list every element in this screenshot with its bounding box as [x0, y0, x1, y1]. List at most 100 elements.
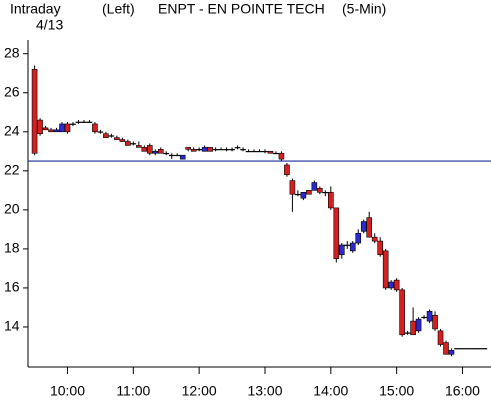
candle-body [81, 121, 87, 123]
candle-body [349, 242, 356, 252]
candle-body [201, 147, 208, 152]
candle-body [207, 147, 213, 152]
x-tick-label: 16:00 [445, 383, 480, 399]
candle-body [114, 137, 120, 140]
candle-body [179, 154, 186, 160]
candle-body [92, 123, 98, 133]
candle-body [70, 123, 76, 125]
y-tick-label: 26 [4, 83, 20, 99]
candle-body [355, 232, 362, 244]
candle-body [75, 121, 82, 123]
y-tick-label: 16 [4, 279, 20, 295]
candle-body [295, 193, 301, 196]
candle-body [470, 348, 477, 350]
candle-body [284, 164, 290, 176]
candle-body [371, 236, 378, 242]
candle-body [437, 330, 444, 345]
candle-body [262, 151, 268, 153]
candle-body [223, 149, 230, 151]
candle-body [97, 131, 104, 133]
candle-body [37, 119, 43, 135]
candle-body [432, 314, 438, 330]
candle-body [333, 207, 340, 259]
candle-body [212, 149, 219, 151]
candle-body [163, 152, 170, 155]
candle-body [125, 141, 131, 146]
candle-body [174, 154, 181, 157]
candle-body [377, 240, 383, 256]
candle-body [481, 348, 488, 350]
candle-body [448, 350, 455, 355]
candle-body [86, 121, 93, 123]
candle-body [42, 127, 49, 131]
candle-body [168, 154, 175, 157]
candle-body [108, 135, 115, 137]
candle-body [322, 191, 329, 194]
candle-body [273, 152, 279, 155]
candle-body [130, 143, 137, 145]
candle-body [141, 147, 148, 152]
chart-date: 4/13 [36, 17, 63, 33]
candle-body [152, 151, 159, 154]
candle-body [256, 151, 263, 153]
candle-body [328, 191, 334, 209]
candle-body [443, 342, 449, 355]
y-tick-label: 20 [4, 201, 20, 217]
chart-interval: (5-Min) [342, 1, 386, 17]
candle-body [317, 188, 323, 193]
candle-body [426, 311, 433, 322]
candle-body [300, 191, 307, 199]
candle-body [229, 149, 235, 151]
candle-body [410, 320, 416, 336]
candle-body [421, 316, 427, 319]
candle-body [48, 129, 54, 133]
candle-body [344, 244, 351, 246]
candle-body [476, 348, 482, 350]
candle-body [251, 151, 257, 153]
candle-body [306, 190, 312, 195]
candle-body [311, 182, 318, 191]
candle-body [459, 348, 466, 350]
candle-body [185, 147, 191, 150]
candle-body [338, 244, 345, 256]
y-tick-label: 28 [4, 44, 20, 60]
x-tick-label: 13:00 [247, 383, 282, 399]
candle-body [136, 145, 142, 148]
candle-body [53, 129, 60, 133]
candle-body [382, 250, 389, 289]
candle-body [245, 151, 252, 153]
x-tick-label: 10:00 [50, 383, 85, 399]
candle-body [119, 139, 126, 142]
candle-body [146, 145, 153, 154]
candle-body [196, 149, 202, 151]
chart-title: ENPT - EN POINTE TECH [158, 1, 325, 17]
x-tick-label: 11:00 [116, 383, 150, 399]
candle-body [103, 133, 109, 138]
candle-body [278, 152, 285, 160]
candle-body [64, 123, 71, 133]
candle-body [190, 149, 197, 152]
y-tick-label: 24 [4, 122, 20, 138]
chart-label: Intraday [10, 1, 61, 17]
candle-body [218, 149, 224, 151]
candle-body [404, 332, 411, 334]
candle-body [31, 69, 38, 154]
candle-body [415, 318, 422, 332]
candle-body [234, 147, 241, 149]
candle-body [393, 279, 400, 291]
candle-body [289, 180, 296, 195]
candle-body [388, 281, 394, 289]
axis-side: (Left) [102, 1, 135, 17]
y-tick-label: 22 [4, 162, 20, 178]
candle-body [454, 348, 460, 350]
y-tick-label: 14 [4, 318, 20, 334]
candle-body [240, 149, 246, 151]
candle-body [267, 151, 274, 154]
candle-body [366, 217, 373, 238]
x-tick-label: 12:00 [182, 383, 217, 399]
candle-body [59, 123, 65, 133]
candle-body [157, 149, 164, 154]
candle-body [399, 289, 405, 336]
candle-body [360, 221, 367, 232]
